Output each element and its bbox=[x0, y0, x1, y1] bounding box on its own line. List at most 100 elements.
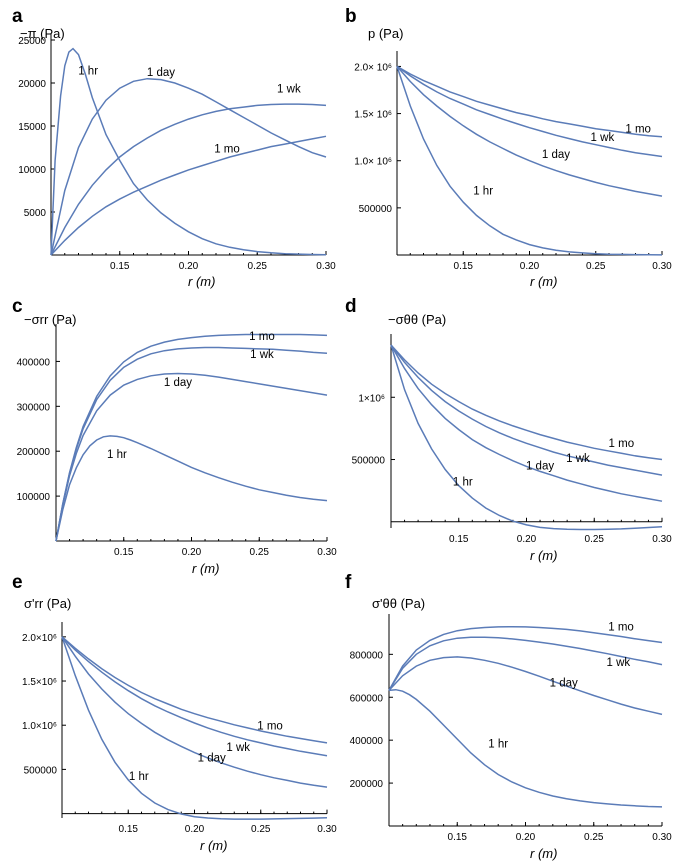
x-tick-label: 0.30 bbox=[652, 534, 672, 545]
x-tick-label: 0.20 bbox=[520, 261, 540, 272]
y-tick-label: 1×10⁶ bbox=[358, 393, 385, 404]
series-line-1-wk bbox=[390, 344, 663, 476]
series-line-1-mo bbox=[390, 344, 663, 461]
x-tick-label: 0.15 bbox=[448, 832, 468, 843]
x-axis-label: r (m) bbox=[530, 274, 557, 289]
series-label-1-day: 1 day bbox=[526, 460, 554, 472]
series-label-1-day: 1 day bbox=[550, 678, 578, 690]
panel-d: d −σθθ (Pa) r (m) 0.15 0.20 0.25 0.30 500000 1×1… bbox=[345, 296, 672, 563]
y-tick-label: 400000 bbox=[17, 357, 51, 368]
series-label-1-day: 1 day bbox=[542, 149, 570, 161]
y-axis-label: −σθθ (Pa) bbox=[388, 312, 446, 327]
x-tick-label: 0.20 bbox=[182, 547, 202, 558]
series-label-1-mo: 1 mo bbox=[625, 123, 651, 135]
y-tick-label: 500000 bbox=[24, 765, 58, 776]
series-line-1-hr bbox=[61, 636, 328, 820]
series-label-1-mo: 1 mo bbox=[257, 721, 283, 733]
panel-letter: a bbox=[12, 6, 23, 27]
series-label-1-hr: 1 hr bbox=[473, 186, 493, 198]
series-line-1-day bbox=[396, 65, 663, 197]
series-line-1-day bbox=[55, 372, 328, 542]
x-tick-label: 0.25 bbox=[250, 547, 270, 558]
panel-letter: b bbox=[345, 6, 357, 27]
series-label-1-wk: 1 wk bbox=[566, 453, 590, 465]
y-tick-label: 300000 bbox=[17, 402, 51, 413]
series-label-1-hr: 1 hr bbox=[78, 65, 98, 77]
series-line-1-hr bbox=[390, 344, 663, 531]
series-line-1-day bbox=[388, 656, 663, 716]
series-label-1-mo: 1 mo bbox=[214, 144, 240, 156]
x-tick-label: 0.20 bbox=[517, 534, 537, 545]
x-tick-label: 0.15 bbox=[454, 261, 474, 272]
y-axis-label: σ'rr (Pa) bbox=[24, 596, 71, 611]
panel-letter: d bbox=[345, 296, 357, 317]
x-tick-label: 0.30 bbox=[316, 261, 336, 272]
y-tick-label: 2.0×10⁶ bbox=[22, 633, 57, 644]
x-axis-label: r (m) bbox=[192, 561, 219, 576]
y-tick-label: 20000 bbox=[18, 79, 46, 90]
x-tick-label: 0.20 bbox=[185, 824, 205, 835]
series-line-1-wk bbox=[396, 65, 663, 158]
y-axis-label: p (Pa) bbox=[368, 26, 403, 41]
y-tick-label: 200000 bbox=[17, 447, 51, 458]
y-tick-label: 5000 bbox=[24, 208, 47, 219]
x-tick-label: 0.25 bbox=[585, 534, 605, 545]
series-label-1-day: 1 day bbox=[164, 377, 192, 389]
x-tick-label: 0.30 bbox=[317, 547, 337, 558]
x-tick-label: 0.30 bbox=[317, 824, 337, 835]
series-label-1-wk: 1 wk bbox=[591, 132, 615, 144]
series-label-1-wk: 1 wk bbox=[606, 657, 630, 669]
x-axis-label: r (m) bbox=[530, 548, 557, 563]
series-line-1-day bbox=[61, 636, 328, 788]
x-tick-label: 0.30 bbox=[652, 261, 672, 272]
x-axis-label: r (m) bbox=[530, 846, 557, 861]
series-line-1-hr bbox=[396, 66, 663, 256]
panel-letter: c bbox=[12, 296, 23, 317]
y-tick-label: 100000 bbox=[17, 492, 51, 503]
x-tick-label: 0.25 bbox=[586, 261, 606, 272]
series-label-1-mo: 1 mo bbox=[608, 622, 634, 634]
y-tick-label: 1.0×10⁶ bbox=[22, 721, 57, 732]
panel-letter: f bbox=[345, 572, 352, 593]
panel-f: f σ'θθ (Pa) r (m) 0.15 0.20 0.25 0.30 200000 400… bbox=[345, 572, 672, 861]
series-line-1-mo bbox=[55, 333, 328, 542]
series-label-1-day: 1 day bbox=[198, 752, 226, 764]
series-label-1-hr: 1 hr bbox=[107, 449, 127, 461]
y-tick-label: 1.0× 10⁶ bbox=[354, 157, 392, 168]
y-axis-label: −σrr (Pa) bbox=[24, 312, 76, 327]
series-line-1-mo bbox=[61, 636, 328, 744]
series-label-1-wk: 1 wk bbox=[226, 742, 250, 754]
x-tick-label: 0.15 bbox=[449, 534, 469, 545]
x-tick-label: 0.15 bbox=[114, 547, 134, 558]
series-label-1-hr: 1 hr bbox=[129, 771, 149, 783]
x-tick-label: 0.20 bbox=[516, 832, 536, 843]
y-tick-label: 800000 bbox=[350, 650, 384, 661]
series-label-1-mo: 1 mo bbox=[249, 331, 275, 343]
y-tick-label: 15000 bbox=[18, 122, 46, 133]
series-line-1-day bbox=[50, 77, 327, 256]
y-axis-label: −π (Pa) bbox=[20, 26, 65, 41]
panel-c: c−σrr (Pa) r (m) 0.15 0.20 0.25 0.30 100000 200… bbox=[12, 296, 337, 576]
series-line-1-wk bbox=[61, 636, 328, 757]
x-tick-label: 0.15 bbox=[119, 824, 139, 835]
x-tick-label: 0.15 bbox=[110, 261, 130, 272]
series-label-1-hr: 1 hr bbox=[488, 739, 508, 751]
series-line-1-hr bbox=[50, 47, 327, 256]
panel-b: b p (Pa) r (m) 0.15 0.20 0.25 0.30 500000 1.0× 1… bbox=[345, 6, 672, 289]
series-label-1-day: 1 day bbox=[147, 67, 175, 79]
series-line-1-mo bbox=[50, 135, 327, 256]
series-line-1-hr bbox=[55, 435, 328, 542]
y-tick-label: 25000 bbox=[18, 36, 46, 47]
x-tick-label: 0.20 bbox=[179, 261, 199, 272]
series-line-1-wk bbox=[50, 103, 327, 256]
series-line-1-hr bbox=[388, 688, 663, 808]
series-line-1-wk bbox=[388, 636, 663, 691]
y-tick-label: 500000 bbox=[352, 456, 386, 467]
x-tick-label: 0.25 bbox=[584, 832, 604, 843]
y-axis-label: σ'θθ (Pa) bbox=[372, 596, 425, 611]
panel-a: a−π (Pa) r (m) 0.15 0.20 0.25 0.30 5000 10000 15… bbox=[12, 6, 336, 289]
series-label-1-wk: 1 wk bbox=[250, 349, 274, 361]
y-tick-label: 1.5×10⁶ bbox=[22, 677, 57, 688]
y-tick-label: 400000 bbox=[350, 736, 384, 747]
